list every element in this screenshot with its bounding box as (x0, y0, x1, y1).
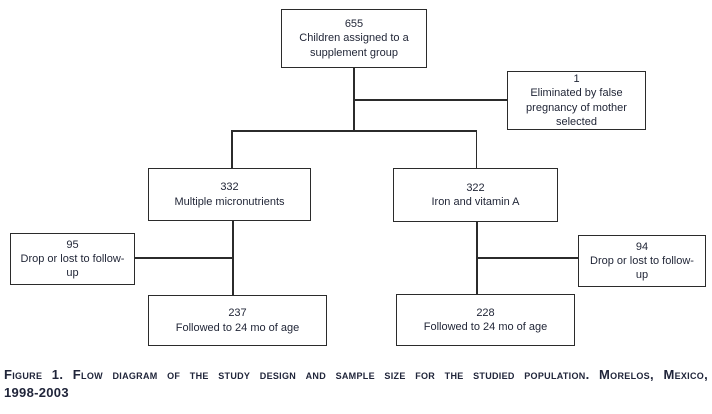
node-drop-iron-count: 94 (635, 240, 649, 253)
node-iron-vitamin-a: 322 Iron and vitamin A (393, 168, 558, 222)
node-eliminated: 1 Eliminated by false pregnancy of mothe… (507, 71, 646, 130)
connector-right-down-vertical (476, 222, 478, 295)
connector-left-down-vertical (232, 221, 234, 296)
node-children-assigned-label: Children assigned to a supplement group (299, 32, 409, 59)
node-eliminated-label: Eliminated by false pregnancy of mother … (526, 87, 627, 128)
node-eliminated-count: 1 (573, 73, 580, 86)
node-multiple-micronutrients-count: 332 (220, 181, 239, 194)
connector-branch-horizontal (231, 130, 477, 132)
connector-to-drop-right (477, 257, 578, 259)
node-followed-iron: 228 Followed to 24 mo of age (396, 294, 575, 346)
node-followed-iron-label: Followed to 24 mo of age (423, 321, 548, 333)
node-drop-iron: 94 Drop or lost to follow-up (578, 235, 706, 287)
node-children-assigned-count: 655 (344, 18, 364, 31)
connector-to-drop-left (135, 257, 233, 259)
node-multiple-micronutrients-label: Multiple micronutrients (174, 195, 285, 208)
node-followed-multiple-count: 237 (228, 307, 247, 320)
node-multiple-micronutrients: 332 Multiple micronutrients (148, 168, 311, 221)
node-followed-multiple: 237 Followed to 24 mo of age (148, 295, 327, 346)
node-iron-vitamin-a-label: Iron and vitamin A (431, 196, 520, 208)
node-drop-iron-label: Drop or lost to follow-up (590, 254, 694, 282)
connector-to-eliminated (353, 99, 507, 101)
node-iron-vitamin-a-count: 322 (466, 181, 485, 194)
connector-branch-right-vertical (475, 130, 477, 169)
node-children-assigned: 655 Children assigned to a supplement gr… (281, 9, 427, 68)
node-followed-multiple-label: Followed to 24 mo of age (175, 321, 300, 334)
node-drop-multiple: 95 Drop or lost to follow-up (10, 233, 135, 285)
node-drop-multiple-count: 95 (66, 238, 79, 251)
figure-caption: Figure 1. Flow diagram of the study desi… (4, 367, 708, 400)
node-drop-multiple-label: Drop or lost to follow-up (20, 252, 125, 280)
connector-branch-left-vertical (231, 130, 233, 169)
node-followed-iron-count: 228 (476, 306, 495, 319)
